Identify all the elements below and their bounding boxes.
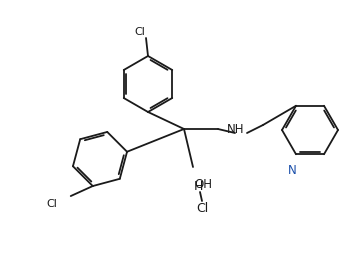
Text: NH: NH [227, 123, 245, 135]
Text: OH: OH [194, 178, 212, 191]
Text: Cl: Cl [196, 203, 208, 215]
Text: H: H [193, 181, 203, 193]
Text: Cl: Cl [134, 27, 145, 37]
Text: Cl: Cl [47, 199, 58, 209]
Text: N: N [287, 164, 296, 177]
